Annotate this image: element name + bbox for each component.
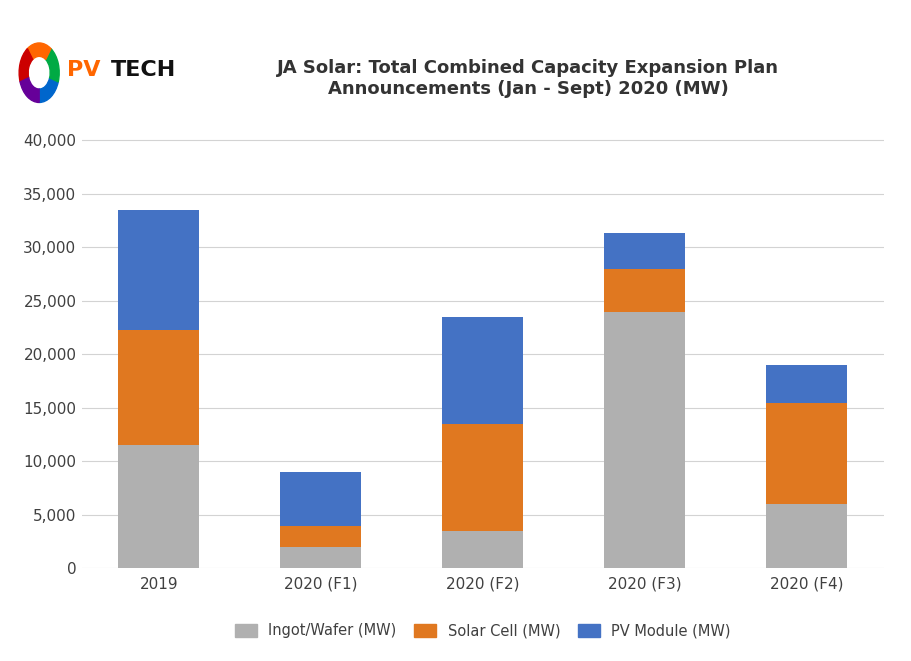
- Bar: [604, 311, 685, 568]
- Bar: [766, 504, 847, 568]
- Wedge shape: [39, 78, 58, 102]
- Bar: [281, 472, 362, 525]
- Wedge shape: [27, 43, 51, 59]
- Bar: [766, 365, 847, 403]
- Bar: [281, 547, 362, 568]
- Bar: [766, 403, 847, 504]
- Bar: [281, 525, 362, 547]
- Bar: [118, 330, 200, 446]
- Bar: [443, 424, 523, 531]
- Wedge shape: [46, 49, 59, 82]
- Wedge shape: [20, 78, 39, 102]
- Bar: [443, 531, 523, 568]
- Bar: [604, 269, 685, 311]
- Bar: [604, 233, 685, 269]
- Legend: Ingot/Wafer (MW), Solar Cell (MW), PV Module (MW): Ingot/Wafer (MW), Solar Cell (MW), PV Mo…: [228, 616, 738, 646]
- Bar: [118, 210, 200, 330]
- Bar: [118, 446, 200, 568]
- Text: PV: PV: [67, 59, 101, 80]
- Bar: [443, 317, 523, 424]
- Text: TECH: TECH: [111, 59, 177, 80]
- Wedge shape: [19, 49, 33, 82]
- Text: JA Solar: Total Combined Capacity Expansion Plan
Announcements (Jan - Sept) 2020: JA Solar: Total Combined Capacity Expans…: [277, 59, 780, 98]
